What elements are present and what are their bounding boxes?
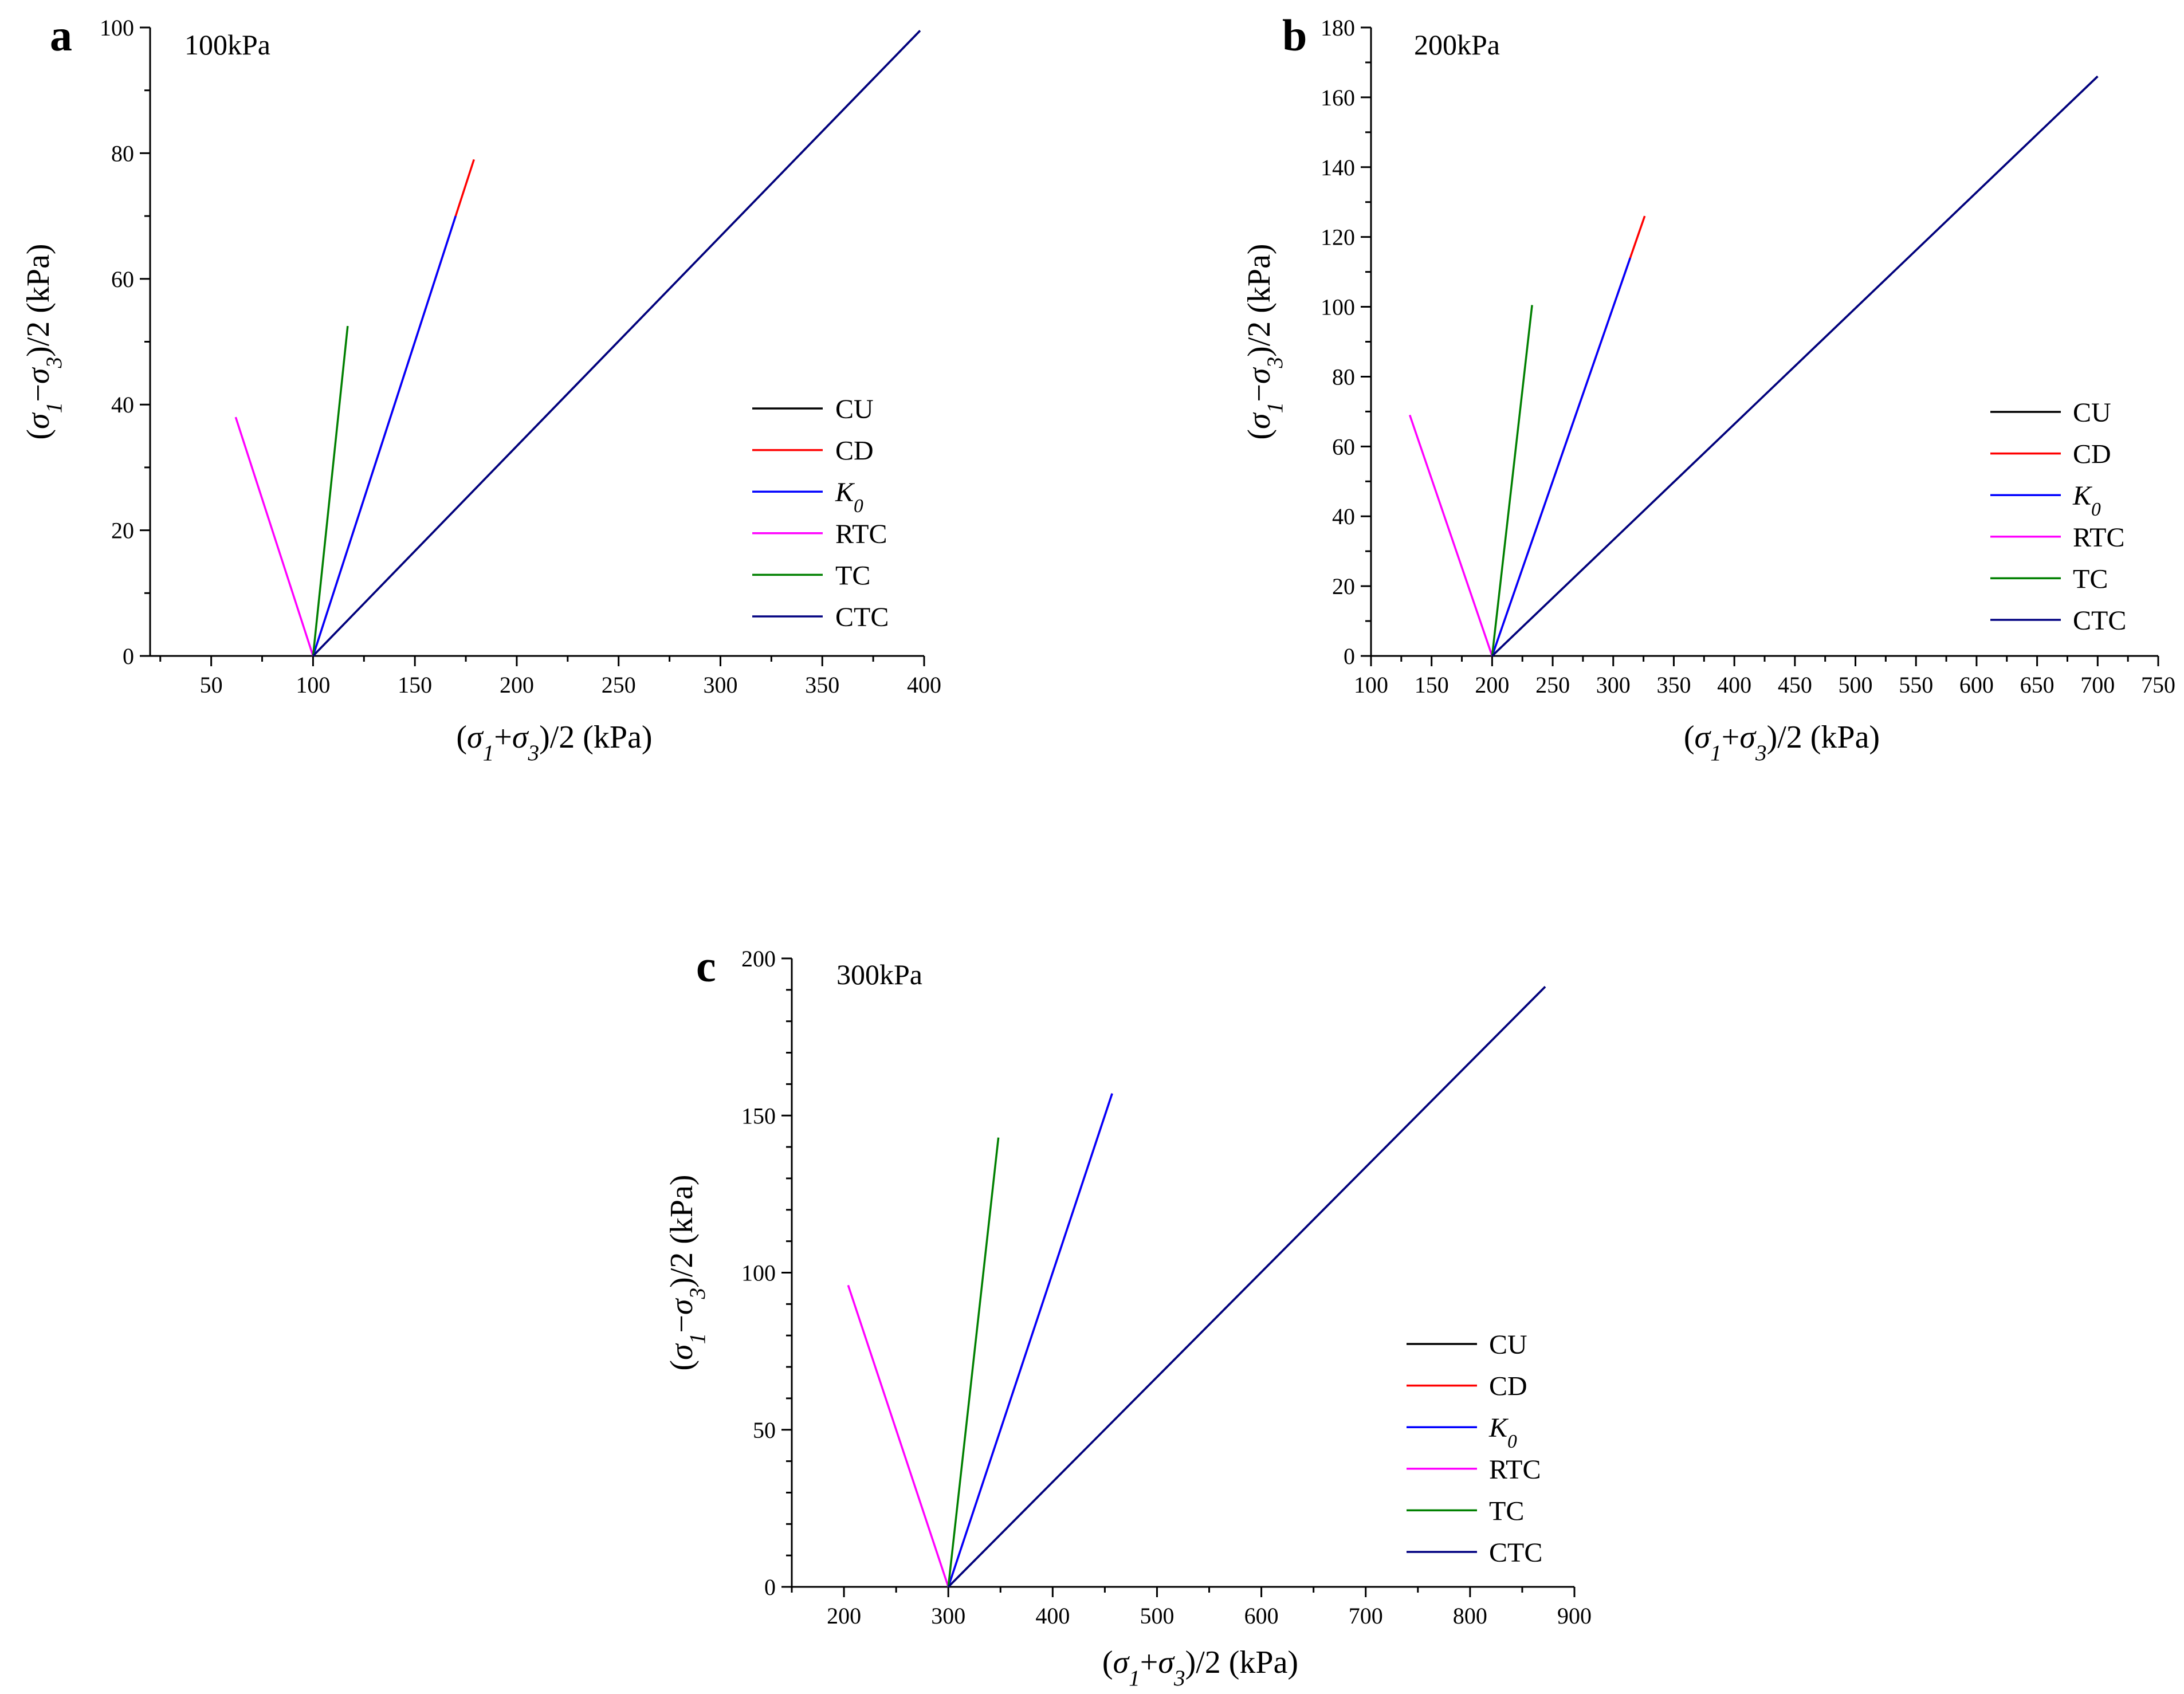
series-line-ctc <box>312 30 921 657</box>
x-axis-label: (σ1+σ3)/2 (kPa) <box>456 720 652 765</box>
panel-label: b <box>1282 10 1307 60</box>
panel-a: 50 100 150 200 250 300 350 400 0 20 40 60 80 100 CU CD K… <box>21 10 941 765</box>
series-line-rtc <box>1408 414 1494 657</box>
chart-title: 300kPa <box>836 958 922 991</box>
chart-title: 200kPa <box>1414 29 1500 61</box>
x-tick-label: 500 <box>1140 1603 1174 1629</box>
legend-label-rtc: RTC <box>835 519 887 549</box>
x-tick-label: 300 <box>931 1603 965 1629</box>
legend-label-cu: CU <box>2073 398 2111 428</box>
x-axis-label: (σ1+σ3)/2 (kPa) <box>1102 1645 1298 1691</box>
x-tick-label: 150 <box>398 672 432 698</box>
x-tick-label: 300 <box>1596 672 1631 698</box>
x-tick-label: 500 <box>1839 672 1873 698</box>
y-tick-label: 100 <box>100 15 134 41</box>
x-tick-label: 650 <box>2020 672 2055 698</box>
y-tick-label: 120 <box>1321 225 1355 250</box>
legend-label-k0: K0 <box>835 477 863 517</box>
y-tick-label: 140 <box>1321 155 1355 180</box>
series-line-ctc <box>1491 76 2099 657</box>
x-tick-label: 800 <box>1453 1603 1487 1629</box>
y-tick-label: 200 <box>741 946 776 972</box>
legend-label-tc: TC <box>835 560 870 591</box>
series-line-ctc <box>947 986 1546 1588</box>
series-line-k0 <box>312 215 457 657</box>
y-tick-label: 60 <box>1332 434 1355 459</box>
x-tick-label: 50 <box>200 672 223 698</box>
x-tick-label: 400 <box>907 672 941 698</box>
legend-label-k0: K0 <box>1488 1413 1517 1452</box>
x-tick-label: 300 <box>703 672 737 698</box>
legend-label-ctc: CTC <box>1489 1538 1542 1568</box>
x-tick-label: 400 <box>1717 672 1751 698</box>
y-tick-label: 60 <box>111 266 134 292</box>
legend-label-tc: TC <box>1489 1496 1524 1526</box>
x-tick-label: 900 <box>1557 1603 1592 1629</box>
panel-label: c <box>696 941 716 991</box>
legend-label-k0: K0 <box>2072 481 2101 520</box>
x-tick-label: 700 <box>2080 672 2115 698</box>
panel-label: a <box>50 10 72 60</box>
series-line-k0 <box>947 1093 1113 1587</box>
legend-label-rtc: RTC <box>2073 522 2124 553</box>
y-tick-label: 100 <box>741 1260 776 1286</box>
x-tick-label: 200 <box>500 672 534 698</box>
x-tick-label: 100 <box>296 672 330 698</box>
x-tick-label: 700 <box>1349 1603 1383 1629</box>
x-tick-label: 600 <box>1959 672 1994 698</box>
y-axis-label: (σ1−σ3)/2 (kPa) <box>664 1174 710 1370</box>
legend-label-rtc: RTC <box>1489 1455 1541 1485</box>
legend-label-ctc: CTC <box>2073 606 2126 636</box>
y-tick-label: 0 <box>123 643 134 669</box>
y-axis-label: (σ1−σ3)/2 (kPa) <box>21 243 66 439</box>
y-tick-label: 150 <box>741 1103 776 1129</box>
legend-label-cd: CD <box>1489 1371 1527 1402</box>
y-tick-label: 100 <box>1321 294 1355 320</box>
series-line-tc <box>1491 305 1533 657</box>
legend-label-cu: CU <box>1489 1330 1527 1360</box>
y-tick-label: 0 <box>764 1574 776 1600</box>
x-tick-label: 200 <box>1475 672 1509 698</box>
y-tick-label: 160 <box>1321 85 1355 111</box>
x-tick-label: 250 <box>602 672 636 698</box>
y-tick-label: 180 <box>1321 15 1355 41</box>
y-tick-label: 80 <box>111 140 134 166</box>
x-axis-label: (σ1+σ3)/2 (kPa) <box>1684 720 1880 765</box>
x-tick-label: 250 <box>1535 672 1570 698</box>
legend-label-cu: CU <box>835 394 874 425</box>
panel-b: 100 150 200 250 300 350 400 450 500 550 600 650 700 7… <box>1242 10 2175 765</box>
x-tick-label: 600 <box>1244 1603 1279 1629</box>
y-tick-label: 40 <box>111 392 134 418</box>
x-tick-label: 550 <box>1899 672 1933 698</box>
panel-c: 200 300 400 500 600 700 800 900 0 50 100 150 200 CU CD… <box>664 941 1592 1691</box>
series-line-rtc <box>234 416 315 657</box>
series-line-k0 <box>1491 257 1632 657</box>
legend-label-ctc: CTC <box>835 602 889 632</box>
x-tick-label: 100 <box>1354 672 1388 698</box>
x-tick-label: 750 <box>2141 672 2175 698</box>
x-tick-label: 450 <box>1778 672 1812 698</box>
legend-label-cd: CD <box>835 436 874 466</box>
y-tick-label: 20 <box>111 518 134 544</box>
y-tick-label: 0 <box>1344 643 1355 669</box>
x-tick-label: 200 <box>827 1603 861 1629</box>
y-tick-label: 50 <box>753 1417 776 1443</box>
y-axis-label: (σ1−σ3)/2 (kPa) <box>1242 243 1287 439</box>
chart-title: 100kPa <box>184 29 270 61</box>
x-tick-label: 150 <box>1415 672 1449 698</box>
legend-label-cd: CD <box>2073 439 2111 470</box>
legend-label-tc: TC <box>2073 564 2108 594</box>
x-tick-label: 400 <box>1035 1603 1070 1629</box>
x-tick-label: 350 <box>805 672 839 698</box>
y-tick-label: 40 <box>1332 504 1355 529</box>
y-tick-label: 20 <box>1332 573 1355 599</box>
series-line-tc <box>947 1137 1000 1587</box>
series-line-rtc <box>847 1284 949 1587</box>
series-line-tc <box>312 325 349 657</box>
y-tick-label: 80 <box>1332 364 1355 390</box>
x-tick-label: 350 <box>1656 672 1691 698</box>
